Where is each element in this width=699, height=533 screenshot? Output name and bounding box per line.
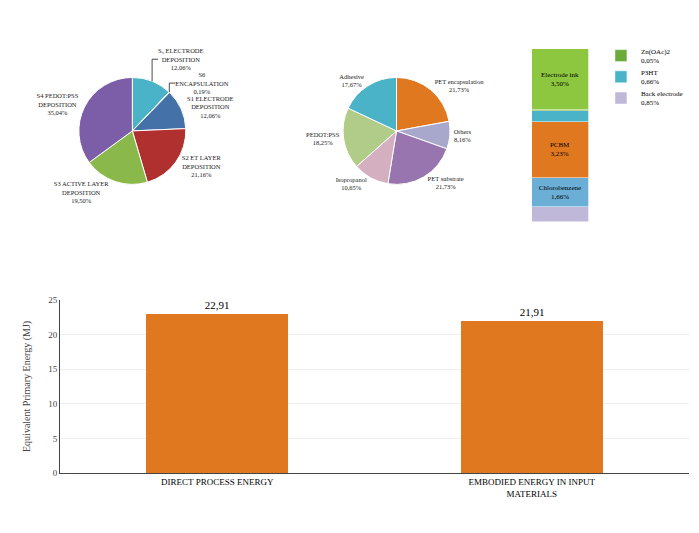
- svg-text:21,91: 21,91: [520, 306, 545, 318]
- svg-text:S₅ ELECTRODEDEPOSITION12,06%: S₅ ELECTRODEDEPOSITION12,06%: [158, 47, 203, 71]
- svg-text:S1 ELECTRODEDEPOSITION12,06%: S1 ELECTRODEDEPOSITION12,06%: [187, 95, 233, 119]
- svg-text:S6ENCAPSULATION0,19%: S6ENCAPSULATION0,19%: [175, 71, 228, 95]
- svg-text:Adhesive17,67%: Adhesive17,67%: [339, 73, 364, 88]
- svg-text:Electrode ink3,50%: Electrode ink3,50%: [541, 71, 579, 88]
- svg-text:25: 25: [48, 295, 58, 305]
- svg-text:15: 15: [48, 364, 58, 374]
- svg-text:Others8,16%: Others8,16%: [454, 128, 472, 143]
- svg-text:Back electrode0,85%: Back electrode0,85%: [641, 90, 683, 107]
- svg-text:PET substrate21,73%: PET substrate21,73%: [428, 175, 464, 190]
- svg-text:22,91: 22,91: [205, 299, 230, 311]
- svg-text:0: 0: [53, 468, 58, 478]
- svg-text:Equivalent Primary Energy (MJ): Equivalent Primary Energy (MJ): [21, 321, 33, 452]
- svg-text:S3 ACTIVE LAYERDEPOSITION19,50: S3 ACTIVE LAYERDEPOSITION19,50%: [54, 180, 109, 204]
- svg-text:PEDOT:PSS18,25%: PEDOT:PSS18,25%: [306, 131, 340, 146]
- svg-text:Zn(OAc)20,05%: Zn(OAc)20,05%: [641, 48, 671, 65]
- svg-text:PCBM3,23%: PCBM3,23%: [550, 141, 570, 158]
- svg-text:5: 5: [53, 434, 58, 444]
- svg-text:Isopropanol10,65%: Isopropanol10,65%: [336, 176, 367, 191]
- svg-text:Chlorobenzene1,66%: Chlorobenzene1,66%: [539, 184, 581, 201]
- svg-text:10: 10: [48, 399, 58, 409]
- svg-text:S2 ET LAYERDEPOSITION21,16%: S2 ET LAYERDEPOSITION21,16%: [182, 154, 222, 178]
- svg-text:EMBODIED ENERGY IN INPUTMATERI: EMBODIED ENERGY IN INPUTMATERIALS: [469, 477, 596, 499]
- svg-text:P3HT0,66%: P3HT0,66%: [641, 69, 659, 86]
- svg-text:S4 PEDOT:PSSDEPOSITION35,04%: S4 PEDOT:PSSDEPOSITION35,04%: [37, 92, 79, 116]
- svg-text:DIRECT PROCESS ENERGY: DIRECT PROCESS ENERGY: [161, 477, 274, 487]
- svg-text:20: 20: [48, 330, 58, 340]
- svg-text:PET encapsulation21,73%: PET encapsulation21,73%: [435, 78, 485, 93]
